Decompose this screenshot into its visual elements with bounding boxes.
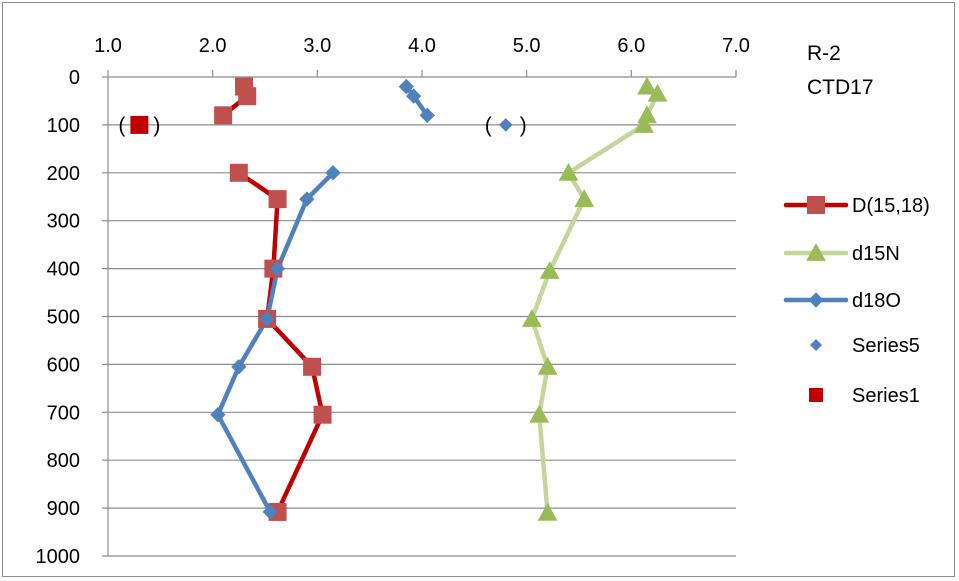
x-tick-label: 3.0 <box>303 35 331 57</box>
data-point-d15n <box>637 105 657 124</box>
data-point-d-15-18- <box>303 357 322 376</box>
data-point-d18o <box>405 88 422 104</box>
data-point-d-15-18- <box>214 106 233 125</box>
data-point-d18o <box>398 78 414 95</box>
series-line-d15n <box>529 84 660 516</box>
grid-lines <box>108 124 736 557</box>
x-tick-label: 4.0 <box>408 35 436 57</box>
data-point-d-15-18- <box>238 87 257 106</box>
x-tick-label: 2.0 <box>199 35 227 57</box>
y-tick-label: 500 <box>47 307 80 329</box>
data-point-d18o <box>419 107 435 123</box>
chart-title-line: R-2 <box>807 42 841 65</box>
data-point-d15n <box>633 115 654 133</box>
axes: 0 100 200 300 400 500 600 700 800 900 1000 1.0 2.0 3.… <box>36 35 750 568</box>
data-point-d18o <box>210 407 226 423</box>
data-point-d-15-18- <box>229 163 248 182</box>
y-tick-label: 800 <box>47 450 80 472</box>
legend-label-d15n: d15N <box>852 243 900 265</box>
data-point-d-15-18- <box>313 405 332 424</box>
data-point-d18o <box>262 504 278 520</box>
y-tick-label: 700 <box>47 402 80 424</box>
y-tick-label: 200 <box>47 163 80 185</box>
legend-marker-d-15-18- <box>807 196 825 214</box>
plot-series: () () <box>118 76 668 521</box>
legend-marker-series1 <box>809 388 823 402</box>
data-point-d15n <box>537 356 558 375</box>
y-tick-label: 600 <box>47 354 80 376</box>
x-tick-label: 1.0 <box>94 35 122 57</box>
legend: D(15,18) d15N d18O Series5 Series1 <box>783 195 930 407</box>
data-point-d15n <box>537 502 558 521</box>
x-tick-label: 5.0 <box>513 35 541 57</box>
y-tick-label: 1000 <box>36 546 81 568</box>
legend-label-series5: Series5 <box>852 335 920 357</box>
x-tick-label: 7.0 <box>722 35 750 57</box>
y-tick-label: 100 <box>47 115 80 137</box>
data-point-d18o <box>269 260 286 277</box>
data-point-d15n <box>637 76 657 95</box>
data-point-d15n <box>539 261 560 279</box>
point-annotation: ( <box>118 114 125 137</box>
data-point-d15n <box>574 189 595 208</box>
legend-label-d18o: d18O <box>852 290 901 312</box>
data-point-d18o <box>325 165 341 181</box>
x-tick-label: 6.0 <box>617 35 645 57</box>
data-point-d18o <box>259 311 275 327</box>
point-annotation: ( <box>485 114 492 137</box>
data-point-d15n <box>558 162 579 181</box>
point-annotation: ) <box>520 114 527 137</box>
data-point-d15n <box>647 83 668 102</box>
legend-marker-d18o <box>808 292 824 308</box>
legend-label-d-15-18-: D(15,18) <box>852 195 930 217</box>
y-tick-label: 300 <box>47 211 80 233</box>
data-point-series5 <box>498 118 513 132</box>
chart-title-line: CTD17 <box>807 76 874 99</box>
data-point-d18o <box>299 191 315 207</box>
y-tick-label: 900 <box>47 498 80 520</box>
y-tick-label: 400 <box>47 259 80 281</box>
legend-label-series1: Series1 <box>852 385 920 407</box>
chart-title: R-2 CTD17 <box>807 42 874 99</box>
legend-marker-series5 <box>810 339 822 351</box>
data-point-d-15-18- <box>268 190 287 209</box>
y-tick-label: 0 <box>69 67 80 89</box>
data-point-d15n <box>529 404 550 423</box>
point-annotation: ) <box>153 114 160 137</box>
data-point-d15n <box>522 308 542 327</box>
data-point-series1 <box>130 115 149 134</box>
data-point-d18o <box>231 359 247 375</box>
legend-marker-d15n <box>806 243 826 261</box>
